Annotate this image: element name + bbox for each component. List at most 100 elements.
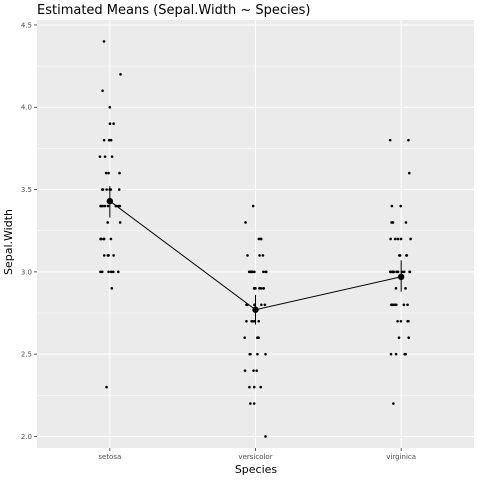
data-point: [100, 270, 104, 274]
data-point: [407, 319, 410, 323]
data-point: [396, 319, 399, 323]
data-point: [101, 89, 104, 93]
data-point: [106, 221, 109, 224]
data-point: [118, 171, 121, 175]
data-point: [251, 270, 254, 274]
y-tick-label: 4.0: [21, 104, 32, 112]
data-point: [390, 221, 393, 224]
data-point: [110, 287, 114, 290]
data-point: [397, 336, 401, 340]
data-point: [404, 221, 408, 224]
data-point: [389, 237, 392, 241]
data-point: [409, 237, 412, 241]
data-point: [249, 352, 252, 356]
data-point: [251, 319, 254, 323]
data-point: [259, 237, 263, 241]
data-point: [248, 385, 251, 389]
data-point: [252, 369, 255, 372]
data-point: [110, 155, 114, 158]
data-point: [388, 138, 392, 142]
data-point: [116, 270, 120, 274]
data-point: [106, 204, 110, 208]
chart-title: Estimated Means (Sepal.Width ~ Species): [37, 3, 310, 18]
data-point: [396, 270, 400, 274]
data-point: [104, 171, 108, 175]
data-point: [408, 270, 411, 274]
data-point: [119, 73, 122, 76]
data-point: [262, 270, 265, 274]
data-point: [259, 385, 263, 389]
data-point: [264, 435, 267, 438]
raw-data-points: [98, 40, 412, 438]
data-point: [253, 270, 256, 274]
data-point: [105, 385, 108, 389]
data-point: [406, 303, 409, 307]
data-point: [103, 204, 107, 208]
data-point: [108, 122, 112, 126]
data-point: [394, 352, 398, 356]
data-point: [393, 237, 397, 241]
data-point: [399, 237, 403, 241]
data-point: [108, 105, 112, 109]
data-point: [107, 171, 110, 175]
data-point: [262, 287, 265, 290]
data-point: [98, 155, 102, 158]
data-point: [392, 402, 395, 405]
data-point: [102, 40, 106, 43]
data-point: [112, 122, 115, 126]
data-point: [261, 254, 265, 257]
data-point: [404, 287, 407, 290]
data-point: [257, 237, 261, 241]
data-point: [111, 270, 115, 274]
data-point: [255, 369, 258, 372]
data-point: [257, 319, 261, 323]
data-point: [107, 138, 111, 142]
data-point: [405, 254, 408, 257]
x-axis-title: Species: [235, 463, 278, 476]
data-point: [99, 237, 102, 241]
data-point: [252, 402, 256, 405]
data-point: [243, 369, 247, 372]
y-tick-label: 2.0: [21, 433, 32, 441]
data-point: [251, 204, 255, 208]
x-tick-label: virginica: [386, 453, 416, 461]
data-point: [256, 336, 259, 340]
data-point: [243, 336, 246, 340]
estimated-means: [106, 186, 405, 325]
y-axis-title: Sepal.Width: [2, 209, 15, 275]
data-point: [390, 204, 394, 208]
data-point: [102, 237, 106, 241]
data-point: [118, 221, 122, 224]
data-point: [249, 270, 252, 274]
data-point: [396, 237, 400, 241]
axes: 2.0 2.5 3.0 3.5 4.0 4.5 setosa versicolor virgin…: [21, 21, 416, 461]
y-tick-label: 2.5: [21, 351, 32, 359]
x-tick-label: setosa: [98, 453, 121, 461]
y-tick-label: 4.5: [21, 21, 32, 29]
data-point: [407, 171, 411, 175]
data-point: [112, 254, 115, 257]
data-point: [252, 319, 256, 323]
data-point: [398, 254, 402, 257]
data-point: [102, 254, 106, 257]
data-point: [103, 155, 107, 158]
data-point: [264, 352, 267, 356]
mean-point: [252, 306, 259, 313]
data-point: [399, 204, 402, 208]
data-point: [389, 270, 392, 274]
data-point: [407, 138, 410, 142]
data-point: [249, 402, 252, 405]
data-point: [105, 188, 108, 191]
data-point: [389, 352, 393, 356]
data-point: [107, 270, 110, 274]
x-tick-label: versicolor: [238, 453, 272, 461]
y-tick-label: 3.0: [21, 268, 32, 276]
data-point: [264, 270, 268, 274]
data-point: [402, 270, 406, 274]
data-point: [256, 352, 259, 356]
data-point: [118, 204, 122, 208]
data-point: [245, 319, 248, 323]
data-point: [107, 254, 110, 257]
data-point: [100, 204, 103, 208]
data-point: [102, 138, 106, 142]
